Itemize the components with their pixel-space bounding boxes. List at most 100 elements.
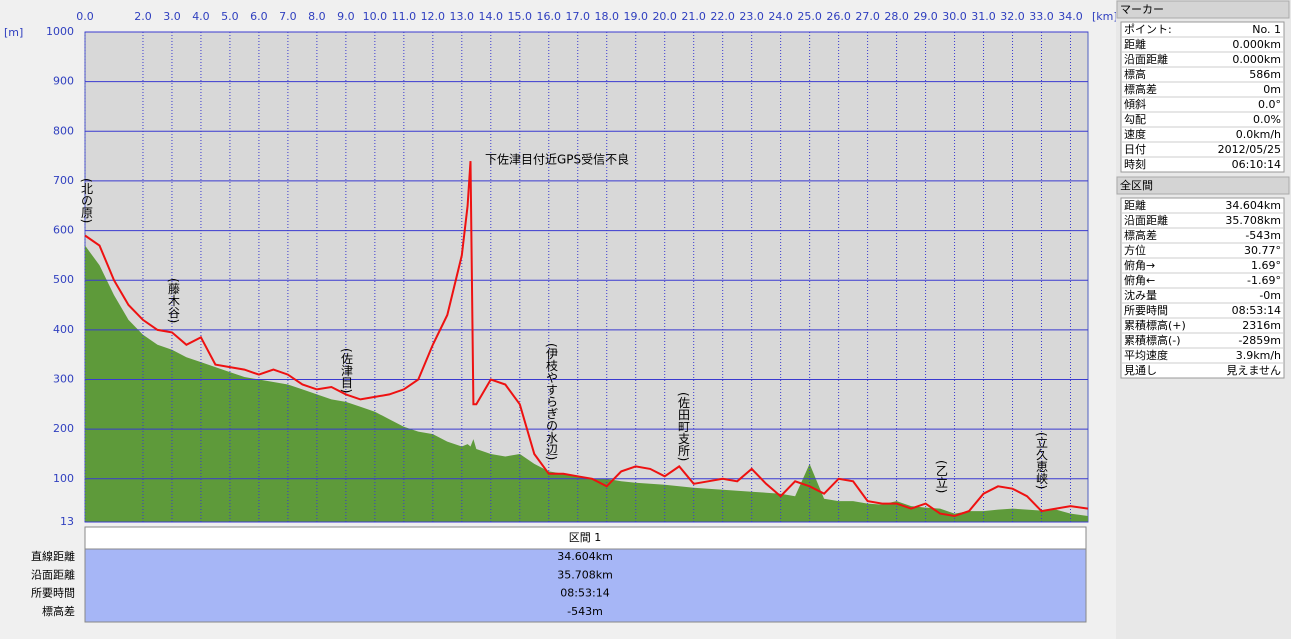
annotation: (乙立) <box>935 460 949 493</box>
x-tick-label: 10.0 <box>363 10 388 23</box>
annotation: (藤木谷) <box>167 278 181 323</box>
panel-value: 0.0% <box>1253 113 1281 126</box>
y-tick-label: 600 <box>53 224 74 237</box>
panel-value: -2859m <box>1238 334 1281 347</box>
x-tick-label: 29.0 <box>913 10 938 23</box>
y-tick-label: 900 <box>53 75 74 88</box>
panel-label: 俯角← <box>1124 273 1155 287</box>
annotation: (佐田町支所) <box>677 392 691 461</box>
panel-title-bar <box>1116 176 1290 195</box>
row-label: 所要時間 <box>31 587 75 600</box>
panel-label: 標高 <box>1124 67 1146 81</box>
row-value: -543m <box>567 605 603 618</box>
row-value: 08:53:14 <box>560 587 609 600</box>
panel-value: 0m <box>1263 83 1281 96</box>
panel-label: 速度 <box>1124 127 1146 141</box>
x-tick-label: 4.0 <box>192 10 210 23</box>
x-tick-label: 18.0 <box>594 10 619 23</box>
panel-label: 見通し <box>1124 364 1157 377</box>
row-label: 直線距離 <box>31 549 75 563</box>
x-tick-label: 22.0 <box>710 10 735 23</box>
x-tick-label: 9.0 <box>337 10 355 23</box>
panel-label: 沿面距離 <box>1124 52 1168 66</box>
x-tick-label: 6.0 <box>250 10 268 23</box>
panel-label: 所要時間 <box>1124 304 1168 317</box>
panel-value: 0.000km <box>1232 53 1281 66</box>
panel-label: 平均速度 <box>1124 348 1168 362</box>
panel-value: 30.77° <box>1244 244 1281 257</box>
panel-label: 勾配 <box>1124 113 1146 126</box>
panel-value: No. 1 <box>1252 23 1281 36</box>
section-header: 区間 1 <box>569 531 602 544</box>
x-tick-label: 12.0 <box>421 10 446 23</box>
x-tick-label: 0.0 <box>76 10 94 23</box>
x-tick-label: 3.0 <box>163 10 181 23</box>
x-tick-label: 24.0 <box>768 10 793 23</box>
x-tick-label: 32.0 <box>1000 10 1025 23</box>
y-tick-label: 200 <box>53 422 74 435</box>
annotation: (伊枝やすらぎの水辺) <box>545 343 559 460</box>
x-tick-label: 15.0 <box>508 10 533 23</box>
x-axis-label: [km] <box>1092 10 1118 23</box>
panel-label: 標高差 <box>1124 228 1157 242</box>
x-tick-label: 7.0 <box>279 10 297 23</box>
panel-value: 06:10:14 <box>1232 158 1281 171</box>
panel-label: 時刻 <box>1124 157 1146 171</box>
x-tick-label: 23.0 <box>739 10 764 23</box>
y-tick-label: 500 <box>53 273 74 286</box>
panel-value: -543m <box>1245 229 1281 242</box>
annotation: (北の原) <box>80 178 94 223</box>
y-tick-label: 700 <box>53 174 74 187</box>
panel-value: 08:53:14 <box>1232 304 1281 317</box>
y-tick-label: 300 <box>53 373 74 386</box>
terrain-area <box>85 245 1088 522</box>
x-tick-label: 30.0 <box>942 10 967 23</box>
x-tick-label: 5.0 <box>221 10 239 23</box>
y-axis-label: [m] <box>4 26 23 39</box>
x-tick-label: 8.0 <box>308 10 326 23</box>
x-tick-label: 2.0 <box>134 10 152 23</box>
panel-value: 34.604km <box>1225 199 1281 212</box>
panel-title: 全区間 <box>1120 178 1153 192</box>
panel-value: 2012/05/25 <box>1218 143 1281 156</box>
row-value: 35.708km <box>557 568 613 581</box>
x-tick-label: 21.0 <box>681 10 706 23</box>
panel-title-bar <box>1116 0 1290 19</box>
panel-label: 累積標高(+) <box>1124 318 1186 332</box>
panel-label: 俯角→ <box>1124 258 1155 272</box>
y-tick-label: 400 <box>53 323 74 336</box>
panel-value: 0.0° <box>1258 98 1281 111</box>
panel-label: ポイント: <box>1124 23 1172 36</box>
annotation: 下佐津目付近GPS受信不良 <box>485 152 629 167</box>
panel-value: -0m <box>1259 289 1281 302</box>
x-tick-label: 25.0 <box>797 10 822 23</box>
panel-label: 距離 <box>1124 198 1146 212</box>
panel-value: -1.69° <box>1247 274 1281 287</box>
x-tick-label: 11.0 <box>392 10 417 23</box>
annotation: (佐津目) <box>340 348 354 393</box>
x-tick-label: 20.0 <box>652 10 677 23</box>
y-tick-label: 800 <box>53 124 74 137</box>
panel-label: 累積標高(-) <box>1124 333 1181 347</box>
x-tick-label: 31.0 <box>971 10 996 23</box>
panel-label: 沈み量 <box>1124 288 1157 302</box>
panel-value: 2316m <box>1242 319 1281 332</box>
panel-value: 1.69° <box>1251 259 1281 272</box>
x-tick-label: 28.0 <box>884 10 909 23</box>
section-body <box>84 548 1087 623</box>
y-tick-label: 13 <box>60 515 74 528</box>
x-tick-label: 16.0 <box>537 10 562 23</box>
panel-value: 見えません <box>1226 364 1281 377</box>
x-tick-label: 14.0 <box>479 10 504 23</box>
x-tick-label: 26.0 <box>826 10 851 23</box>
panel-value: 0.0km/h <box>1236 128 1281 141</box>
panel-label: 方位 <box>1124 243 1146 257</box>
panel-value: 0.000km <box>1232 38 1281 51</box>
annotation: (立久恵峡) <box>1035 432 1049 489</box>
panel-value: 586m <box>1249 68 1281 81</box>
panel-label: 標高差 <box>1124 82 1157 96</box>
x-tick-label: 34.0 <box>1058 10 1083 23</box>
panel-label: 沿面距離 <box>1124 213 1168 227</box>
x-tick-label: 13.0 <box>450 10 475 23</box>
